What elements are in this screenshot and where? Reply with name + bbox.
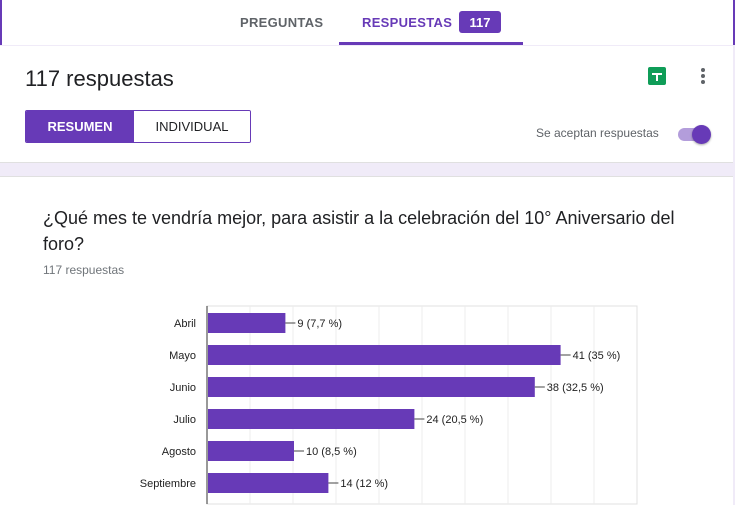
bar[interactable] <box>208 409 415 429</box>
tabs-bar: PREGUNTAS RESPUESTAS 117 <box>0 0 735 45</box>
data-label: 9 (7,7 %) <box>297 318 342 330</box>
bar[interactable] <box>208 441 294 461</box>
individual-button[interactable]: INDIVIDUAL <box>134 111 250 142</box>
data-label: 38 (32,5 %) <box>547 382 604 394</box>
resumen-button[interactable]: RESUMEN <box>26 111 134 142</box>
data-label: 14 (12 %) <box>340 478 388 490</box>
category-label: Junio <box>170 382 196 394</box>
data-label: 24 (20,5 %) <box>426 414 483 426</box>
bar-chart: Abril 9 (7,7 %) Mayo 41 (35 %) Junio 38 (32,5… <box>140 305 638 505</box>
bar[interactable] <box>208 345 561 365</box>
toggle-thumb <box>692 125 711 144</box>
data-label: 41 (35 %) <box>573 350 621 362</box>
tab-preguntas[interactable]: PREGUNTAS <box>240 15 324 30</box>
category-label: Mayo <box>169 350 196 362</box>
summary-card: 117 respuestas RESUMEN INDIVIDUAL Se ace… <box>0 46 733 163</box>
category-label: Abril <box>174 318 196 330</box>
question-card: ¿Qué mes te vendría mejor, para asistir … <box>0 176 733 505</box>
view-toggle-group: RESUMEN INDIVIDUAL <box>25 110 251 143</box>
more-options-icon[interactable] <box>696 66 710 86</box>
question-response-count: 117 respuestas <box>43 263 125 277</box>
accepting-responses-label: Se aceptan respuestas <box>536 126 659 140</box>
bar[interactable] <box>208 313 286 333</box>
accepting-responses-toggle[interactable] <box>676 125 712 145</box>
data-label: 10 (8,5 %) <box>306 446 357 458</box>
responses-title: 117 respuestas <box>25 66 174 91</box>
tab-respuestas[interactable]: RESPUESTAS <box>362 15 453 30</box>
category-label: Julio <box>173 414 196 426</box>
question-title: ¿Qué mes te vendría mejor, para asistir … <box>43 208 675 254</box>
bar[interactable] <box>208 473 329 493</box>
category-label: Septiembre <box>140 478 196 490</box>
spreadsheet-icon[interactable] <box>648 67 666 85</box>
bar[interactable] <box>208 377 535 397</box>
responses-count-badge: 117 <box>459 11 501 33</box>
active-tab-indicator <box>339 42 523 45</box>
category-label: Agosto <box>162 446 196 458</box>
